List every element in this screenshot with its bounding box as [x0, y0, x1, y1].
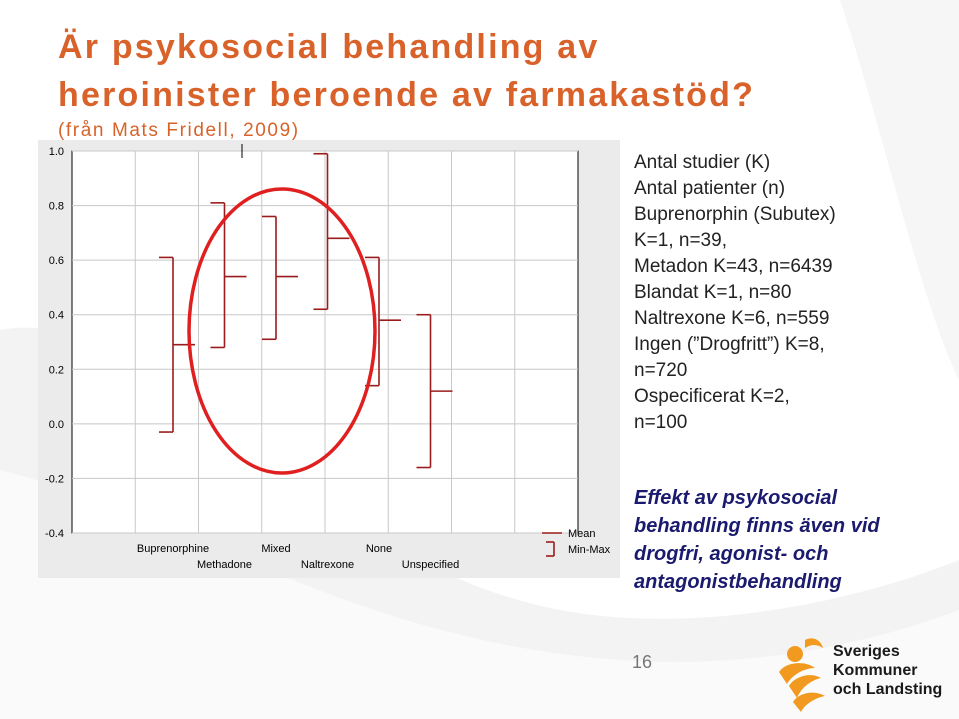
legend-mean-label: Mean [568, 528, 596, 540]
info-line-11: n=100 [634, 412, 688, 433]
chart-panel: 1.0 0.8 0.6 0.4 0.2 0.0 -0.2 -0.4 Buprenorphine… [38, 140, 620, 578]
y-tick-label: 1.0 [49, 146, 64, 158]
x-tick-label: Unspecified [402, 559, 459, 571]
x-tick-label: Mixed [261, 543, 290, 555]
subtitle: (från Mats Fridell, 2009) [58, 120, 300, 141]
series-naltrexone [313, 152, 350, 311]
info-line-10: Ospecificerat K=2, [634, 386, 790, 407]
skl-logo-text: Sveriges Kommuner och Landsting [833, 642, 942, 699]
title-line-2: heroinister beroende av farmakastöd? [58, 76, 756, 114]
y-tick-label: 0.2 [49, 364, 64, 376]
page-number: 16 [632, 652, 653, 672]
info-line-5: Metadon K=43, n=6439 [634, 256, 833, 277]
info-line-4: K=1, n=39, [634, 230, 727, 251]
info-line-8: Ingen (”Drogfritt”) K=8, [634, 334, 825, 355]
info-line-6: Blandat K=1, n=80 [634, 282, 792, 303]
effekt-line-3: drogfri, agonist- och [634, 543, 829, 565]
series-methadone [210, 202, 247, 349]
effekt-line-1: Effekt av psykosocial [634, 487, 838, 509]
highlight-ellipse [187, 187, 377, 475]
y-tick-label: 0.0 [49, 419, 64, 431]
info-line-7: Naltrexone K=6, n=559 [634, 308, 830, 329]
x-tick-label: Buprenorphine [137, 543, 209, 555]
logo-line-2: Kommuner [833, 662, 918, 679]
y-tick-label: 0.6 [49, 255, 64, 267]
y-tick-label: 0.4 [49, 310, 64, 322]
study-info-list: Antal studier (K) Antal patienter (n) Bupr… [634, 150, 954, 436]
chart-svg: 1.0 0.8 0.6 0.4 0.2 0.0 -0.2 -0.4 Buprenorphine… [45, 144, 611, 571]
info-line-3: Buprenorphin (Subutex) [634, 204, 836, 225]
title-line-1: Är psykosocial behandling av [58, 28, 600, 66]
info-line-2: Antal patienter (n) [634, 178, 786, 199]
logo-line-3: och Landsting [833, 681, 943, 698]
effekt-line-2: behandling finns även vid [634, 515, 880, 537]
series-unspecified [416, 313, 453, 469]
info-line-1: Antal studier (K) [634, 152, 771, 173]
y-tick-label: 0.8 [49, 201, 64, 213]
logo-line-1: Sveriges [833, 643, 900, 660]
legend-minmax-label: Min-Max [568, 544, 611, 556]
x-tick-label: Methadone [197, 559, 252, 571]
effekt-statement: Effekt av psykosocial behandling finns äv… [634, 484, 954, 596]
series-buprenorphine [159, 256, 195, 433]
x-tick-label: Naltrexone [301, 559, 354, 571]
y-tick-label: -0.2 [45, 473, 64, 485]
skl-logo-icon [779, 638, 825, 712]
info-line-9: n=720 [634, 360, 688, 381]
series-mixed [262, 215, 298, 341]
effekt-line-4: antagonistbehandling [634, 571, 842, 593]
x-tick-label: None [366, 543, 392, 555]
y-tick-label: -0.4 [45, 528, 64, 540]
skl-logo: Sveriges Kommuner och Landsting [775, 632, 955, 712]
